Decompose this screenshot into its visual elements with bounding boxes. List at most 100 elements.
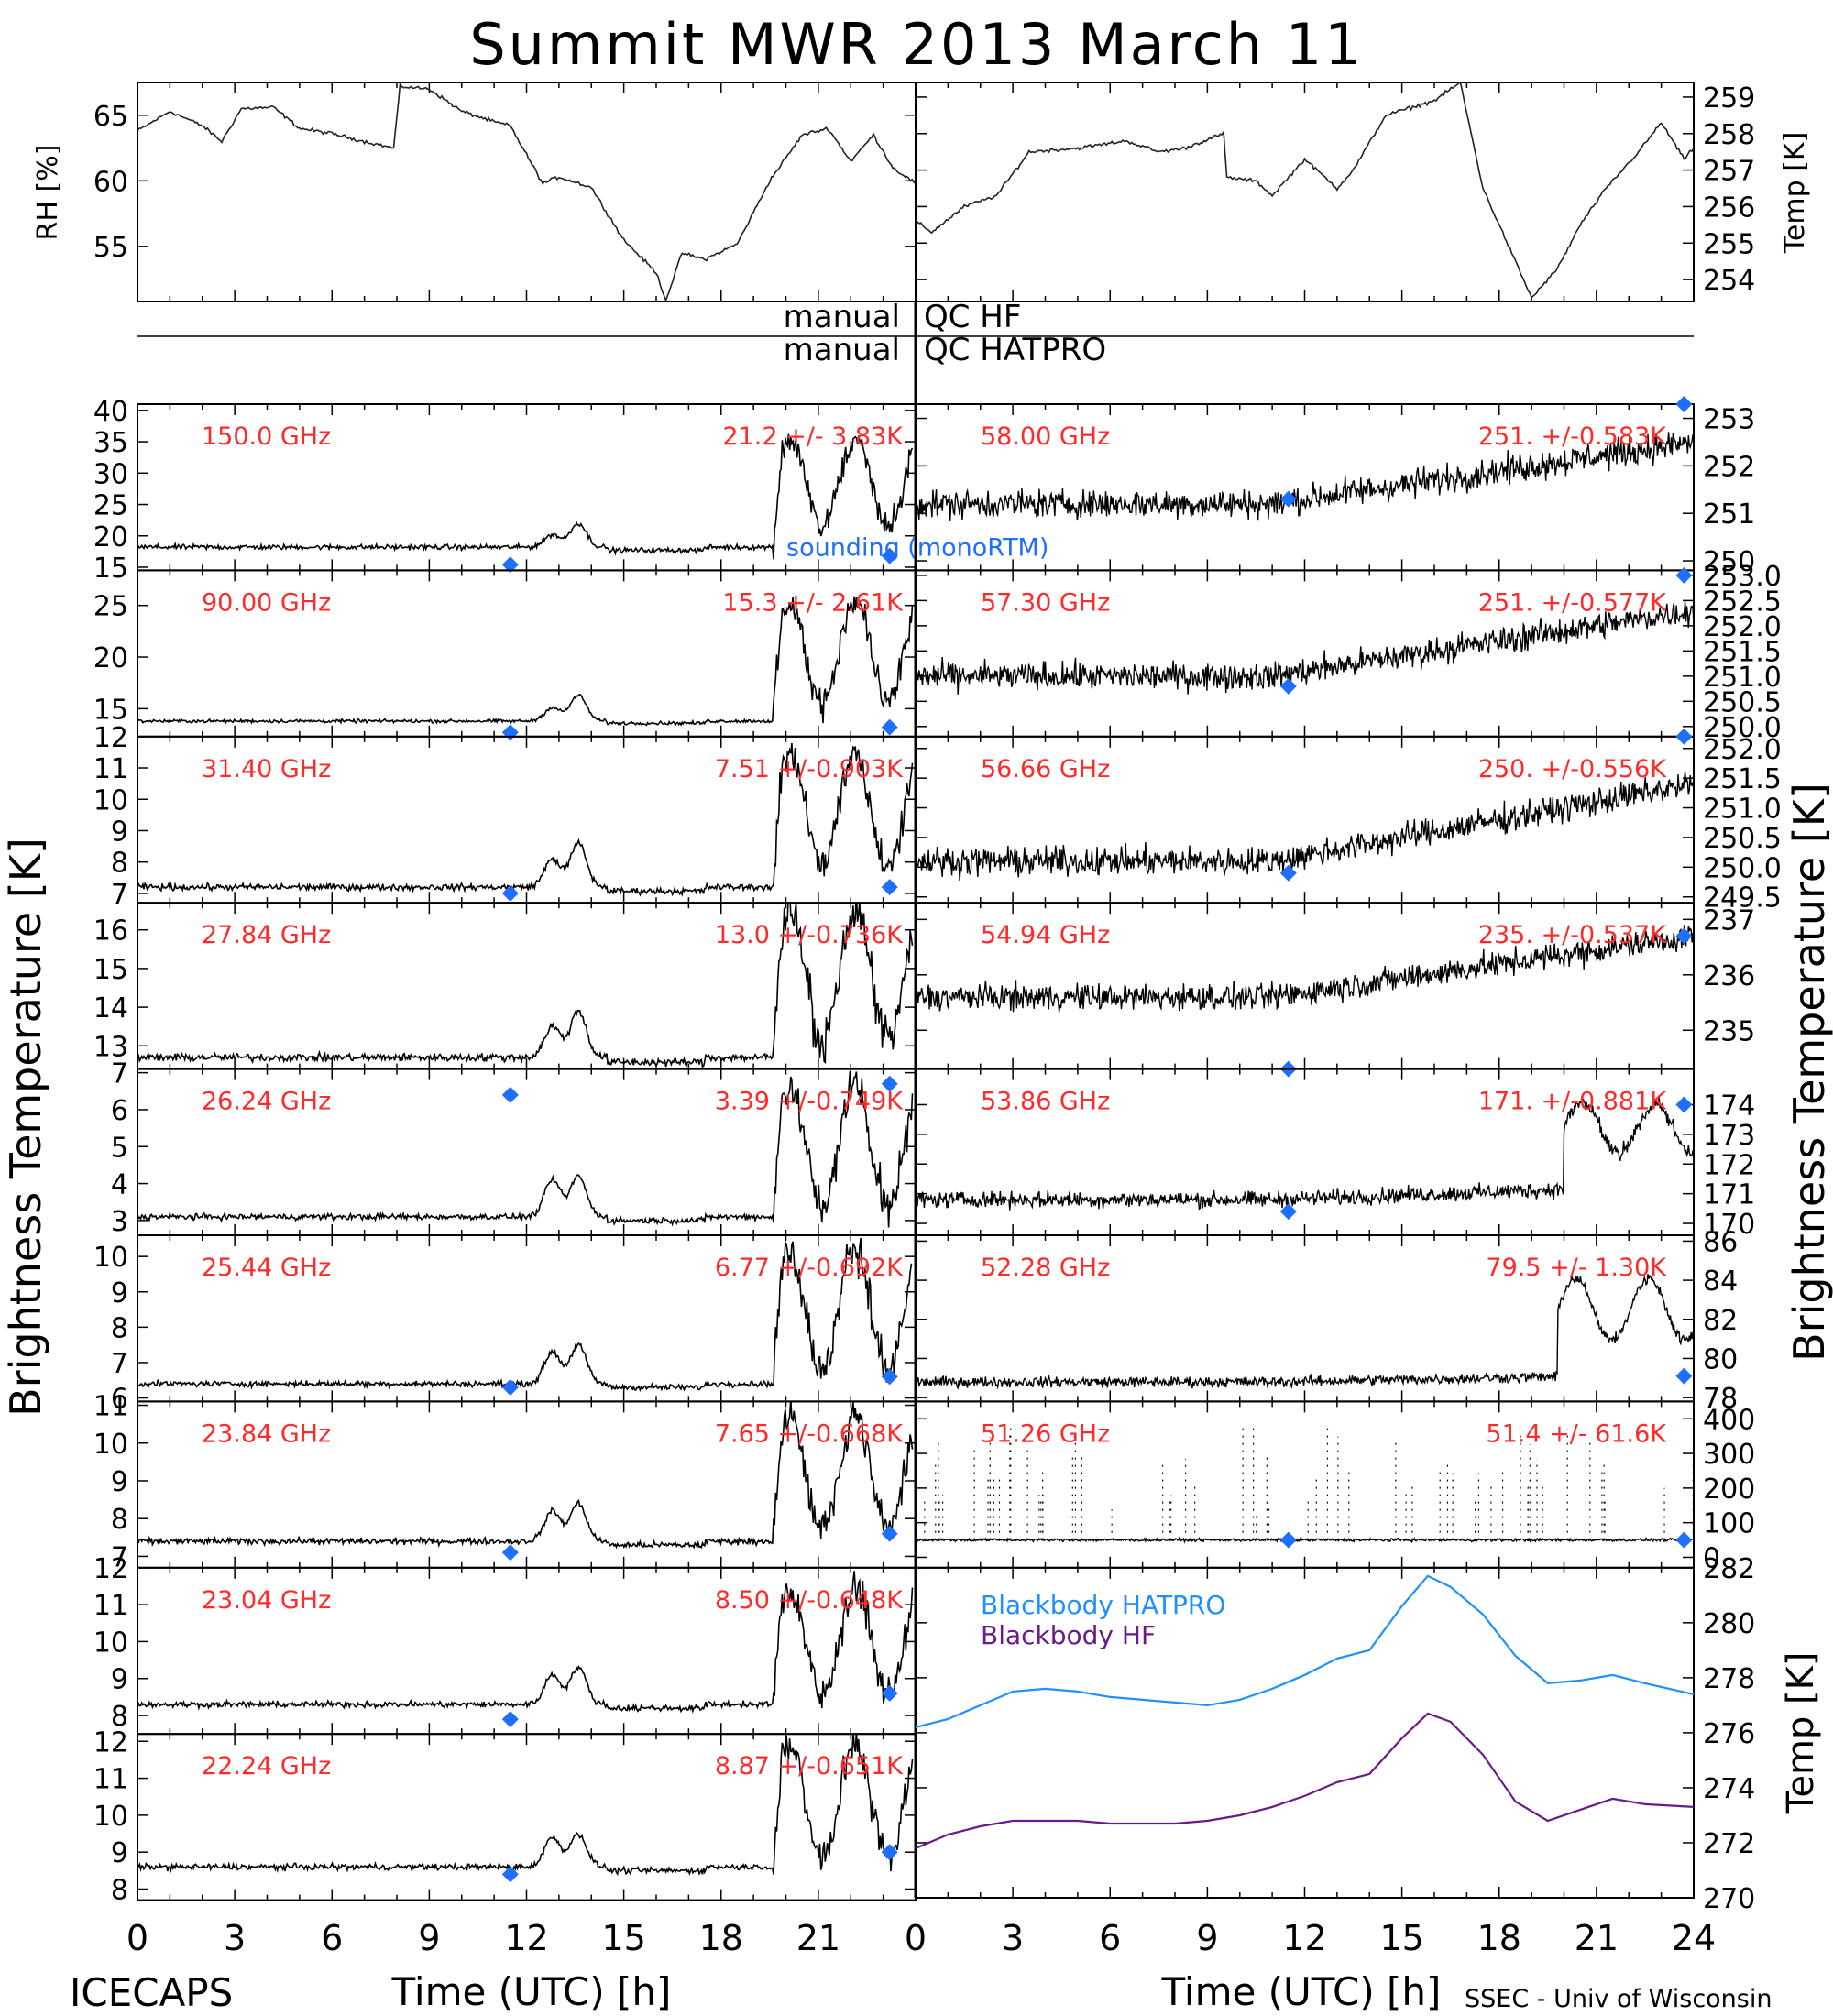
channel-frequency-label: 31.40 GHz [202,755,331,783]
channel-frequency-label: 90.00 GHz [202,588,331,617]
y-tick-label: 80 [1703,1343,1738,1375]
channel-stats-label: 251. +/-0.577K [1478,588,1667,617]
y-tick-label: 400 [1703,1404,1755,1436]
met-panel-frame [915,82,1695,302]
y-tick-label: 9 [111,1466,128,1498]
channel-stats-label: 6.77 +/-0.692K [715,1254,904,1282]
right-series-group [916,1274,1694,1390]
y-tick-label: 250.5 [1703,823,1782,855]
y-tick-label: 249.5 [1703,882,1782,915]
temp-series-line [916,82,1694,299]
y-tick-label: 236 [1703,960,1755,992]
left-series-group [137,903,914,1068]
y-tick-label: 8 [111,1312,128,1344]
y-tick-label: 259 [1703,82,1755,115]
channel-stats-label: 235. +/-0.537K [1478,921,1667,949]
sounding-legend-label: sounding (monoRTM) [786,533,1048,562]
sounding-marker [501,556,519,574]
left-series-group [137,1071,914,1228]
sounding-marker [881,879,898,896]
y-tick-label: 11 [93,1764,128,1796]
x-axis-label-right: Time (UTC) [h] [1161,1969,1442,2014]
sounding-marker [1279,864,1297,882]
sounding-marker [1675,728,1693,745]
sounding-marker [881,547,898,564]
channel-frequency-label: 26.24 GHz [202,1088,331,1116]
y-tick-label: 252.5 [1703,586,1782,618]
right-series-group [916,432,1694,521]
y-tick-label: 252.0 [1703,734,1782,766]
y-tick-label: 10 [93,1429,128,1461]
y-tick-label: 235 [1703,1015,1755,1047]
channel-stats-label: 7.51 +/-0.903K [715,755,904,783]
channel-stats-label: 8.50 +/-0.648K [715,1586,904,1615]
channel-stats-label: 51.4 +/- 61.6K [1486,1419,1667,1448]
left-series-group [137,1734,914,1876]
y-tick-label: 276 [1703,1718,1755,1750]
left-series-group [137,1401,914,1550]
right-y-axis-label: Brightness Temperature [K] [1784,783,1833,1362]
y-tick-label: 7 [111,1058,128,1090]
x-tick-label: 15 [1379,1918,1423,1958]
channel-frequency-label: 56.66 GHz [981,755,1110,783]
channel-frequency-label: 27.84 GHz [202,921,331,949]
y-tick-label: 174 [1703,1090,1755,1122]
y-tick-label: 250.5 [1703,686,1782,718]
y-tick-label: 270 [1703,1883,1755,1915]
sounding-marker [881,718,898,736]
y-tick-label: 9 [111,1277,128,1309]
y-tick-label: 251.0 [1703,662,1782,694]
footer-credit: SSEC - Univ of Wisconsin [1465,1985,1773,2013]
sounding-marker [1675,1096,1693,1113]
tb-series-line [916,772,1694,882]
y-tick-label: 12 [93,1553,128,1585]
sounding-marker [1675,396,1693,412]
channel-frequency-label: 51.26 GHz [981,1419,1110,1448]
sounding-marker [1279,677,1297,695]
y-tick-label: 12 [93,1726,128,1759]
y-tick-label: 25 [93,490,128,522]
x-tick-label: 0 [126,1918,148,1958]
tb-series-line [137,596,914,727]
channel-frequency-label: 22.24 GHz [202,1752,331,1780]
y-tick-label: 7 [111,1541,128,1573]
x-tick-label: 0 [905,1918,927,1958]
y-tick-label: 8 [111,1875,128,1907]
y-tick-label: 13 [93,1031,128,1063]
qc-label-manual-hatpro: manual [783,332,900,368]
y-tick-label: 280 [1703,1608,1755,1640]
y-tick-label: 12 [93,722,128,754]
y-tick-label: 20 [93,642,128,674]
y-tick-label: 170 [1703,1209,1755,1241]
sounding-marker [881,1525,898,1542]
y-tick-label: 253.0 [1703,561,1782,593]
y-tick-label: 6 [111,1384,128,1416]
y-tick-label: 20 [93,521,128,553]
x-tick-label: 21 [796,1918,840,1958]
y-tick-label: 251 [1703,499,1755,531]
channel-stats-label: 250. +/-0.556K [1478,755,1667,783]
y-tick-label: 252.0 [1703,611,1782,643]
channel-stats-label: 171. +/-0.881K [1478,1088,1667,1116]
right-series-group [916,772,1694,882]
blackbody-hatpro-line [915,1574,1695,1728]
x-tick-label: 24 [1672,1918,1716,1958]
page-title: Summit MWR 2013 March 11 [469,11,1364,78]
y-tick-label: 250.0 [1703,712,1782,744]
y-tick-label: 84 [1703,1265,1738,1298]
x-tick-label: 12 [504,1918,548,1958]
y-tick-label: 82 [1703,1305,1738,1337]
y-tick-label: 8 [111,1701,128,1733]
y-tick-label: 4 [111,1169,128,1201]
y-tick-label: 237 [1703,904,1755,937]
y-tick-label: 250.0 [1703,852,1782,884]
tb-series-line [916,1274,1694,1390]
y-tick-label: 8 [111,1504,128,1536]
channel-frequency-label: 23.04 GHz [202,1586,331,1615]
y-tick-label: 9 [111,816,128,848]
y-tick-label: 251.0 [1703,794,1782,826]
channel-frequency-label: 52.28 GHz [981,1254,1110,1282]
y-tick-label: 0 [1703,1542,1720,1574]
tb-series-line [916,432,1694,521]
